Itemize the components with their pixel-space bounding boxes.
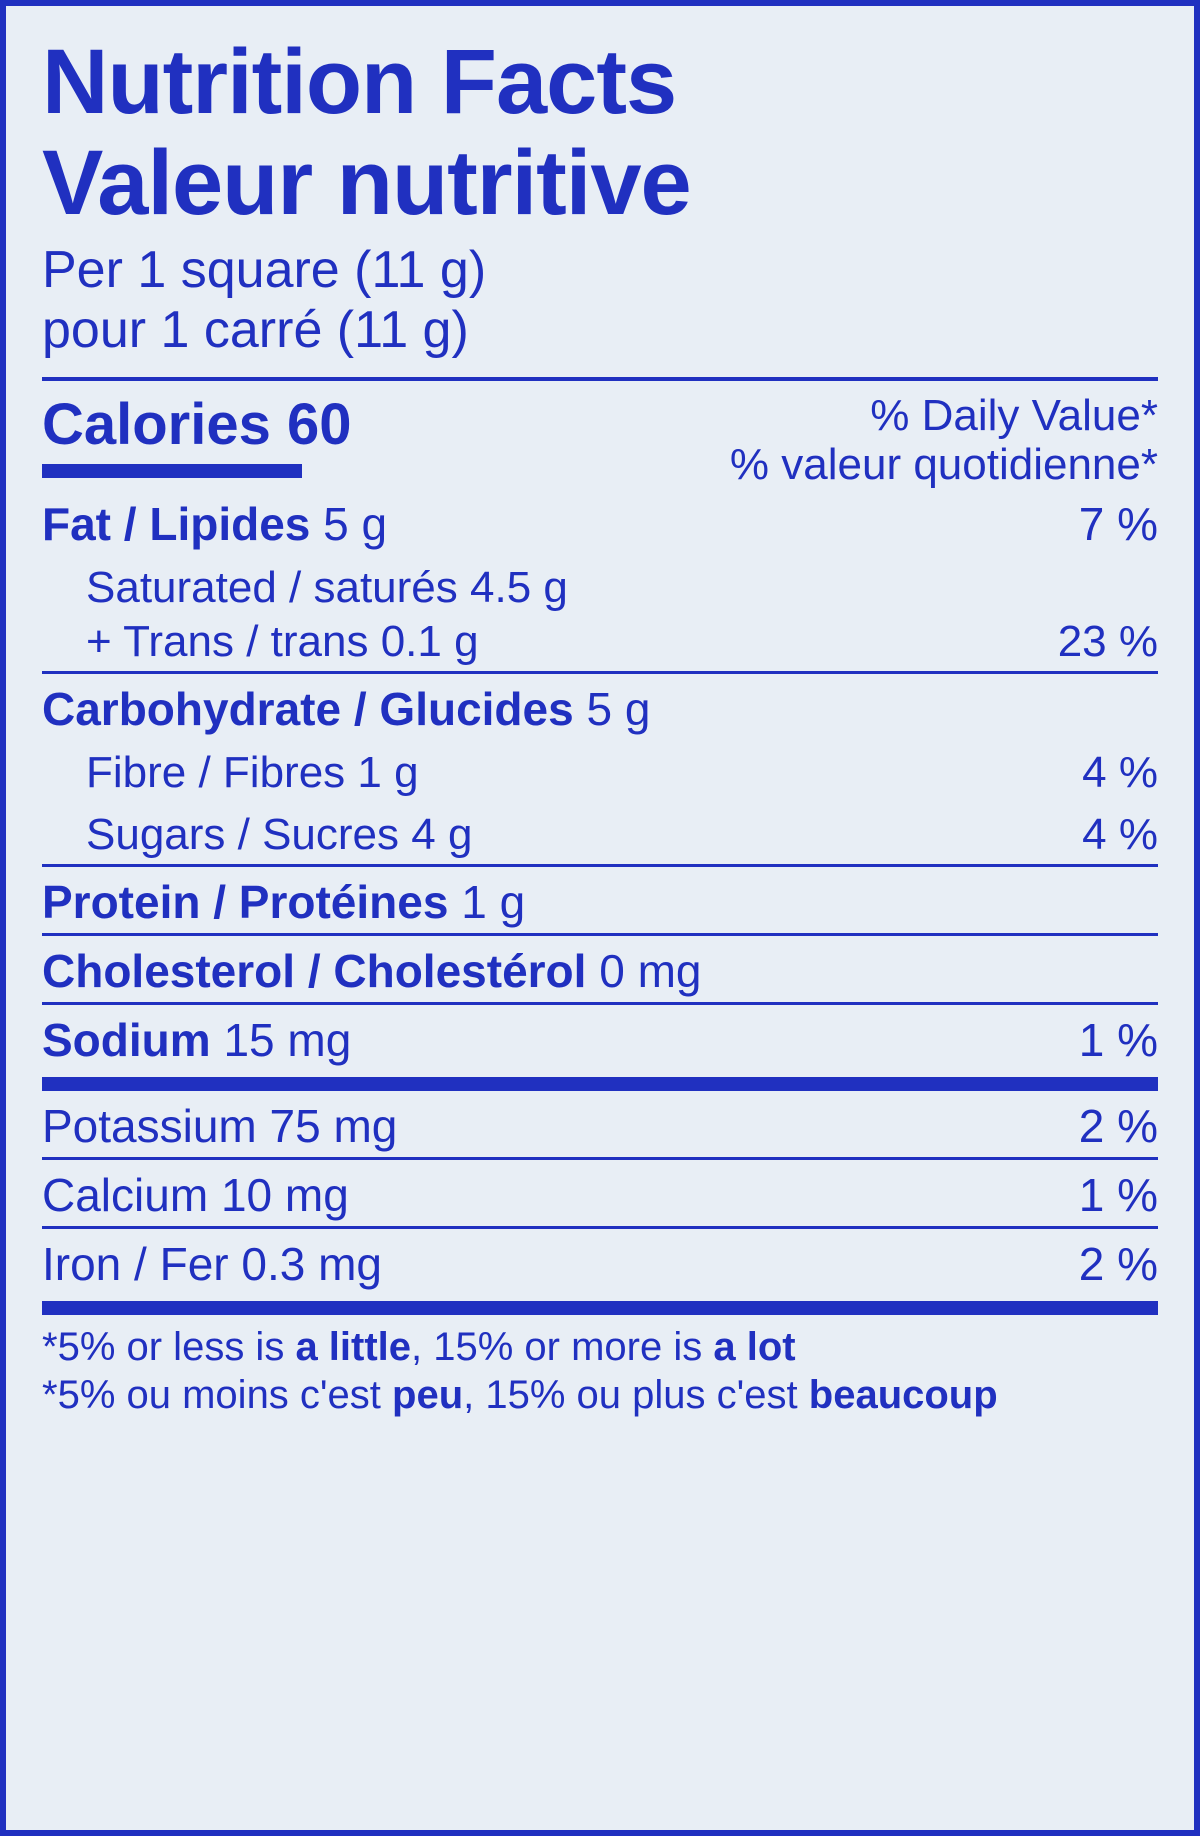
iron-dv: 2 % [1079,1237,1158,1291]
footnote-fr-mid: , 15% ou plus c'est [463,1373,809,1417]
fibre-dv: 4 % [1082,748,1158,798]
sugars-dv: 4 % [1082,810,1158,860]
footnote-fr: *5% ou moins c'est peu, 15% ou plus c'es… [42,1371,1158,1419]
fibre-label: Fibre / Fibres [86,748,345,797]
rule-after-iron [42,1301,1158,1315]
asterisk: * [42,1373,58,1417]
row-carb: Carbohydrate / Glucides 5 g [42,674,1158,740]
dv-header: % Daily Value* % valeur quotidienne* [730,391,1158,490]
row-calcium: Calcium 10 mg 1 % [42,1160,1158,1226]
calories: Calories 60 [42,391,352,458]
nutrition-facts-panel: Nutrition Facts Valeur nutritive Per 1 s… [0,0,1200,1836]
fat-amount: 5 g [323,498,387,550]
fat-label: Fat / Lipides [42,498,310,550]
row-protein: Protein / Protéines 1 g [42,867,1158,933]
footnote-en-pre: 5% or less is [58,1325,296,1369]
calories-label: Calories [42,392,271,457]
fibre-amount: 1 g [357,748,418,797]
row-iron: Iron / Fer 0.3 mg 2 % [42,1229,1158,1295]
row-cholesterol: Cholesterol / Cholestérol 0 mg [42,936,1158,1002]
row-potassium: Potassium 75 mg 2 % [42,1091,1158,1157]
dv-label-fr: % valeur quotidienne [730,440,1141,489]
trans-label: + Trans / trans [86,617,368,666]
footnote: *5% or less is a little, 15% or more is … [42,1315,1158,1419]
potassium-label: Potassium [42,1100,257,1152]
iron-amount: 0.3 mg [241,1238,382,1290]
dv-label-en: % Daily Value [870,391,1141,440]
footnote-en-b2: a lot [713,1325,795,1369]
fat-dv: 7 % [1079,497,1158,551]
title-fr: Valeur nutritive [42,135,1158,232]
potassium-dv: 2 % [1079,1099,1158,1153]
protein-label: Protein / Protéines [42,876,448,928]
asterisk: * [42,1325,58,1369]
chol-amount: 0 mg [599,945,701,997]
serving-fr: pour 1 carré (11 g) [42,301,1158,361]
row-sugars: Sugars / Sucres 4 g 4 % [42,802,1158,864]
footnote-fr-b2: beaucoup [809,1373,998,1417]
chol-label: Cholesterol / Cholestérol [42,945,586,997]
footnote-fr-b1: peu [392,1373,463,1417]
asterisk: * [1141,391,1158,440]
asterisk: * [1141,440,1158,489]
serving-en: Per 1 square (11 g) [42,241,1158,301]
calcium-dv: 1 % [1079,1168,1158,1222]
sodium-dv: 1 % [1079,1013,1158,1067]
calories-underline [42,464,302,478]
sat-trans-dv: 23 % [1058,617,1158,667]
row-trans: + Trans / trans 0.1 g 23 % [42,617,1158,671]
calcium-label: Calcium [42,1169,208,1221]
carb-amount: 5 g [586,683,650,735]
saturated-label: Saturated / saturés [86,563,458,612]
iron-label: Iron / Fer [42,1238,229,1290]
row-sodium: Sodium 15 mg 1 % [42,1005,1158,1071]
sodium-label: Sodium [42,1014,211,1066]
calcium-amount: 10 mg [221,1169,349,1221]
calories-value: 60 [287,392,352,457]
sugars-amount: 4 g [411,810,472,859]
sugars-label: Sugars / Sucres [86,810,399,859]
trans-amount: 0.1 g [381,617,479,666]
title-en: Nutrition Facts [42,34,1158,131]
row-fibre: Fibre / Fibres 1 g 4 % [42,740,1158,802]
footnote-en-mid: , 15% or more is [411,1325,713,1369]
footnote-en: *5% or less is a little, 15% or more is … [42,1323,1158,1371]
calories-row: Calories 60 % Daily Value* % valeur quot… [42,381,1158,490]
footnote-fr-pre: 5% ou moins c'est [58,1373,392,1417]
saturated-amount: 4.5 g [470,563,568,612]
potassium-amount: 75 mg [270,1100,398,1152]
carb-label: Carbohydrate / Glucides [42,683,574,735]
serving-size: Per 1 square (11 g) pour 1 carré (11 g) [42,241,1158,361]
row-fat: Fat / Lipides 5 g 7 % [42,489,1158,555]
footnote-en-b1: a little [295,1325,411,1369]
sodium-amount: 15 mg [223,1014,351,1066]
protein-amount: 1 g [461,876,525,928]
rule-after-sodium [42,1077,1158,1091]
row-saturated: Saturated / saturés 4.5 g [42,555,1158,617]
